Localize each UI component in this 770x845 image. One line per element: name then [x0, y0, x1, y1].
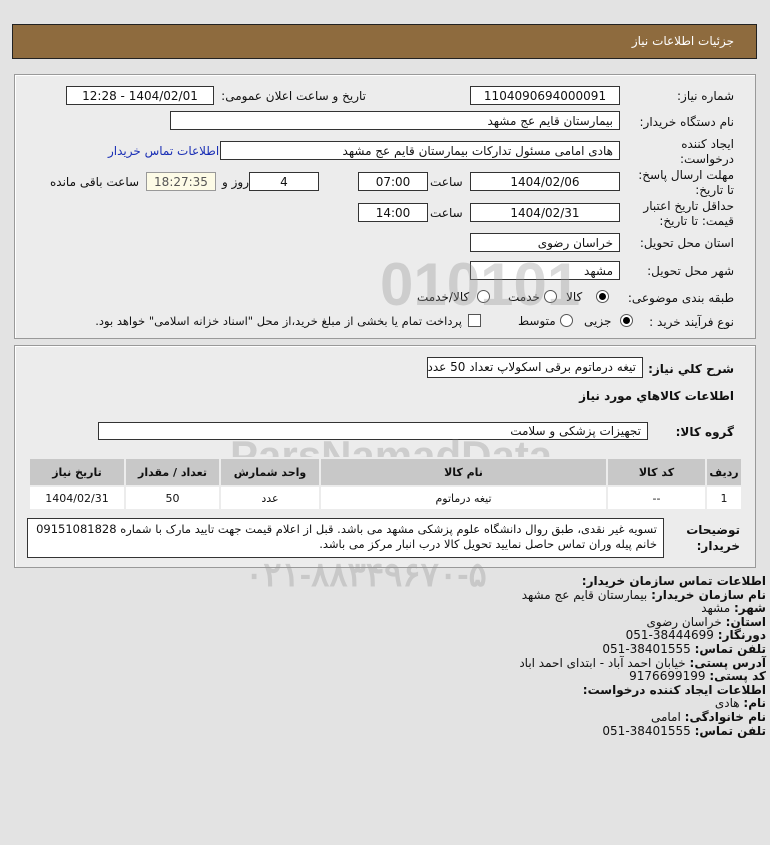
goods-section-title: اطلاعات کالاهاي مورد نياز [579, 389, 734, 403]
category-radio-both[interactable] [477, 290, 490, 303]
creator-phone-label: تلفن تماس: [694, 723, 766, 738]
summary-label: شرح کلي نياز: [648, 362, 734, 376]
buyer-field: بیمارستان قایم عج مشهد [170, 111, 620, 130]
goods-group-label: گروه کالا: [675, 425, 734, 439]
city-label: شهر: [734, 601, 766, 616]
purchase-option-medium: متوسط [518, 314, 556, 328]
col-code: کد کالا [606, 457, 707, 487]
fax-label: دورنگار: [717, 628, 766, 643]
address-value: خیابان احمد آباد - ابتدای احمد اباد [519, 655, 686, 670]
validity-time-field: 14:00 [358, 203, 428, 222]
col-unit: واحد شمارش [219, 457, 321, 487]
cell-qty: 50 [124, 485, 221, 511]
remaining-label: ساعت باقی مانده [50, 175, 140, 189]
address-label: آدرس پستی: [689, 655, 766, 670]
family-label: نام خانوادگی: [684, 709, 766, 724]
treasury-payment-checkbox[interactable] [468, 314, 481, 327]
page-header: جزئیات اطلاعات نیاز [12, 24, 757, 59]
purchase-type-label: نوع فرآیند خرید : [649, 315, 734, 329]
city-value: مشهد [701, 601, 731, 616]
name-label: نام: [743, 696, 766, 711]
remaining-time-field: 18:27:35 [146, 172, 216, 191]
table-header-row: ردیف کد کالا نام کالا واحد شمارش تعداد /… [28, 457, 743, 487]
province-field: خراسان رضوی [470, 233, 620, 252]
name-value: هادی [714, 696, 740, 711]
need-number-field: 1104090694000091 [470, 86, 620, 105]
creator-field: هادی امامی مسئول تدارکات بیمارستان قایم … [220, 141, 620, 160]
goods-group-field: تجهیزات پزشکی و سلامت [98, 422, 648, 440]
org-label: نام سازمان خریدار: [651, 587, 766, 602]
contact-title: اطلاعات تماس سازمان خریدار: [581, 574, 766, 588]
notes-field: تسویه غیر نقدی، طبق روال دانشگاه علوم پز… [27, 518, 664, 558]
creator-label: ایجاد کننده درخواست: [680, 137, 734, 166]
city-field: مشهد [470, 261, 620, 280]
summary-field: تیغه درماتوم برقی اسکولاپ تعداد 50 عدد [427, 357, 643, 378]
notes-label: توضیحات خریدار: [686, 523, 740, 553]
need-number-label: شماره نیاز: [677, 89, 734, 103]
buyer-contact-section: اطلاعات تماس سازمان خریدار: نام سازمان خ… [296, 574, 766, 738]
fax-value: 38444699-051 [625, 628, 714, 643]
validity-label: حداقل تاریخ اعتبار قیمت: تا تاریخ: [643, 199, 734, 228]
col-qty: تعداد / مقدار [124, 457, 221, 487]
goods-table: ردیف کد کالا نام کالا واحد شمارش تعداد /… [28, 457, 743, 511]
category-option-both: کالا/خدمت [417, 290, 470, 304]
col-row: ردیف [705, 457, 743, 487]
validity-date-field: 1404/02/31 [470, 203, 620, 222]
cell-code: -- [606, 485, 707, 511]
category-option-service: خدمت [508, 290, 540, 304]
province-label: استان: [725, 614, 766, 629]
creator-title: اطلاعات ایجاد کننده درخواست: [582, 682, 766, 697]
watermark-phone: ۰۲۱-۸۸۳۴۹۶۷۰-۵ [245, 556, 487, 594]
watermark-digits: 010101 [380, 251, 581, 318]
purchase-option-minor: جزیی [584, 314, 612, 328]
phone-value: 38401555-051 [602, 641, 691, 656]
city-label: شهر محل تحویل: [647, 264, 734, 278]
days-label: روز و [222, 175, 249, 189]
deadline-time-label: ساعت [430, 175, 463, 189]
org-value: بیمارستان قایم عج مشهد [521, 587, 648, 602]
validity-time-label: ساعت [430, 206, 463, 220]
cell-row: 1 [705, 485, 743, 511]
purchase-radio-medium[interactable] [560, 314, 573, 327]
cell-name: تیغه درماتوم [319, 485, 608, 511]
treasury-payment-note: پرداخت تمام یا بخشی از مبلغ خرید،از محل … [95, 314, 462, 328]
creator-phone-value: 38401555-051 [602, 723, 691, 738]
announce-label: تاریخ و ساعت اعلان عمومی: [221, 89, 366, 103]
province-value: خراسان رضوی [646, 614, 722, 629]
announce-field: 1404/02/01 - 12:28 [66, 86, 214, 105]
buyer-label: نام دستگاه خریدار: [639, 115, 735, 129]
buyer-contact-link[interactable]: اطلاعات تماس خریدار [108, 144, 220, 158]
family-value: امامی [650, 709, 681, 724]
purchase-radio-minor[interactable] [620, 314, 633, 327]
page-title: جزئیات اطلاعات نیاز [631, 34, 734, 48]
cell-date: 1404/02/31 [28, 485, 126, 511]
province-label: استان محل تحویل: [639, 236, 734, 250]
col-name: نام کالا [319, 457, 608, 487]
deadline-time-field: 07:00 [358, 172, 428, 191]
table-row: 1 -- تیغه درماتوم عدد 50 1404/02/31 [28, 485, 743, 511]
cell-unit: عدد [219, 485, 321, 511]
deadline-label: مهلت ارسال پاسخ: تا تاریخ: [638, 168, 734, 197]
col-date: تاریخ نیاز [28, 457, 126, 487]
days-field: 4 [249, 172, 319, 191]
category-label: طبقه بندی موضوعی: [627, 291, 734, 305]
category-option-goods: کالا [566, 290, 583, 304]
postal-value: 9176699199 [629, 669, 706, 684]
phone-label: تلفن تماس: [694, 641, 766, 656]
category-radio-goods[interactable] [596, 290, 609, 303]
postal-label: کد پستی: [709, 669, 766, 684]
category-radio-service[interactable] [544, 290, 557, 303]
deadline-date-field: 1404/02/06 [470, 172, 620, 191]
